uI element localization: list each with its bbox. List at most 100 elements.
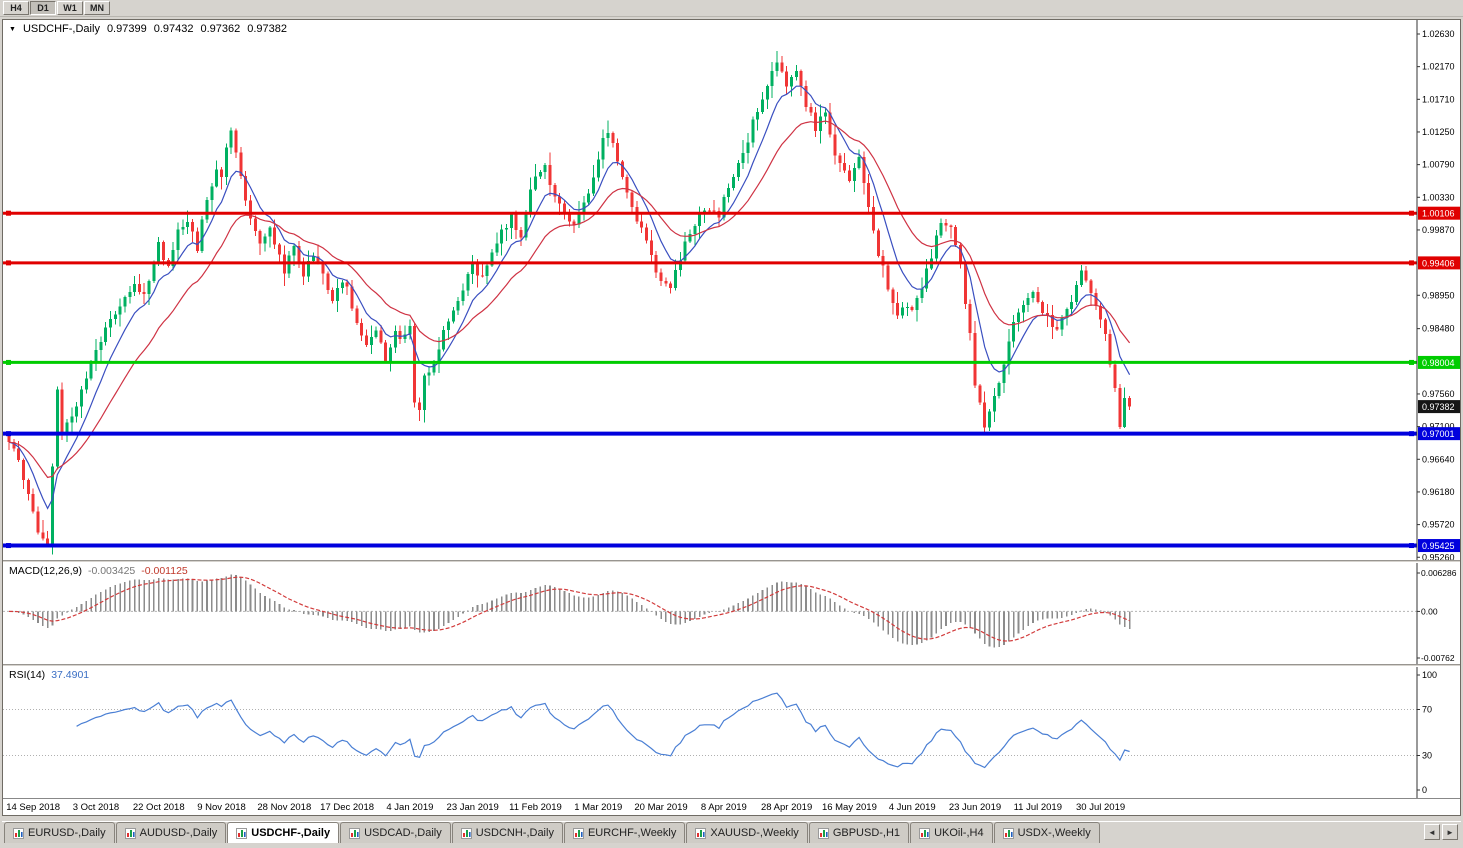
mini-chart-icon [460, 827, 472, 839]
svg-text:100: 100 [1422, 670, 1437, 680]
svg-text:4 Jan 2019: 4 Jan 2019 [386, 802, 433, 813]
svg-text:30 Jul 2019: 30 Jul 2019 [1076, 802, 1125, 813]
svg-text:0.006286: 0.006286 [1421, 568, 1457, 578]
svg-text:17 Dec 2018: 17 Dec 2018 [320, 802, 374, 813]
svg-text:11 Jul 2019: 11 Jul 2019 [1014, 802, 1062, 813]
svg-text:1.01710: 1.01710 [1422, 94, 1455, 104]
time-axis: 14 Sep 2018 3 Oct 2018 22 Oct 2018 9 Nov 20… [3, 798, 1460, 815]
chart-tab-usdcnh-daily[interactable]: USDCNH-,Daily [451, 822, 563, 843]
chart-tab-label: USDCHF-,Daily [251, 827, 331, 839]
timeframe-toolbar: H4 D1 W1 MN [0, 0, 1463, 17]
chart-tab-label: USDCAD-,Daily [364, 827, 442, 839]
chart-tab-label: GBPUSD-,H1 [832, 827, 901, 839]
candlesticks [7, 51, 1132, 555]
chart-window: 1.02630 1.02170 1.01710 1.01250 1.00790 1.003… [2, 19, 1461, 816]
chart-tab-usdx-weekly[interactable]: USDX-,Weekly [993, 822, 1100, 843]
svg-text:30: 30 [1422, 751, 1432, 761]
chart-tab-usdchf-daily[interactable]: USDCHF-,Daily [227, 822, 340, 843]
panel-divider[interactable] [3, 560, 1460, 563]
timeframe-button-w1[interactable]: W1 [57, 1, 83, 15]
tab-scroll-controls: ◄ ► [1424, 824, 1461, 843]
rsi-name: RSI(14) [9, 669, 46, 681]
rsi-label: RSI(14) 37.4901 [9, 669, 89, 681]
chart-tab-ukoil-h4[interactable]: UKOil-,H4 [910, 822, 993, 843]
svg-text:0.97560: 0.97560 [1422, 389, 1455, 399]
chart-tab-xauusd-weekly[interactable]: XAUUSD-,Weekly [686, 822, 808, 843]
chart-title: ▼ USDCHF-,Daily 0.97399 0.97432 0.97362 … [9, 23, 287, 35]
svg-text:-0.00762: -0.00762 [1421, 653, 1455, 663]
mini-chart-icon [695, 827, 707, 839]
svg-text:1.02630: 1.02630 [1422, 29, 1455, 39]
svg-text:0.97100: 0.97100 [1422, 422, 1455, 432]
svg-text:1 Mar 2019: 1 Mar 2019 [574, 802, 622, 813]
chart-tab-eurchf-weekly[interactable]: EURCHF-,Weekly [563, 822, 686, 843]
svg-text:14 Sep 2018: 14 Sep 2018 [6, 802, 60, 813]
svg-text:28 Apr 2019: 28 Apr 2019 [761, 802, 812, 813]
chart-symbol-label: USDCHF-,Daily [22, 23, 100, 35]
macd-histogram [13, 574, 1131, 648]
svg-text:8 Apr 2019: 8 Apr 2019 [701, 802, 747, 813]
chart-tab-audusd-daily[interactable]: AUDUSD-,Daily [115, 822, 227, 843]
svg-text:9 Nov 2018: 9 Nov 2018 [197, 802, 246, 813]
svg-text:3 Oct 2018: 3 Oct 2018 [73, 802, 119, 813]
quote-close: 0.97382 [247, 23, 287, 35]
macd-signal-value: -0.001125 [141, 565, 188, 577]
svg-text:0.98004: 0.98004 [1422, 358, 1455, 368]
svg-text:0.96180: 0.96180 [1422, 487, 1455, 497]
mini-chart-icon [236, 827, 248, 839]
price-chart-panel[interactable]: 1.02630 1.02170 1.01710 1.01250 1.00790 1.003… [3, 20, 1460, 560]
mini-chart-icon [124, 827, 136, 839]
svg-text:0.97382: 0.97382 [1422, 402, 1455, 412]
svg-text:1.00790: 1.00790 [1422, 160, 1455, 170]
svg-text:0.97001: 0.97001 [1422, 429, 1455, 439]
svg-text:16 May 2019: 16 May 2019 [822, 802, 877, 813]
quote-high: 0.97432 [153, 23, 194, 35]
chart-tabs: EURUSD-,Daily AUDUSD-,Daily USDCHF-,Daily U… [4, 822, 1101, 843]
svg-text:70: 70 [1422, 705, 1432, 715]
svg-text:0.96640: 0.96640 [1422, 454, 1455, 464]
macd-panel[interactable]: 0.006286 0.00 -0.00762 [3, 563, 1460, 664]
svg-text:0.95720: 0.95720 [1422, 520, 1455, 530]
chart-tab-gbpusd-h1[interactable]: GBPUSD-,H1 [808, 822, 910, 843]
symbol-marker-icon: ▼ [9, 25, 16, 33]
chart-tab-label: AUDUSD-,Daily [139, 827, 218, 839]
timeframe-button-mn[interactable]: MN [84, 1, 110, 15]
timeframe-button-h4[interactable]: H4 [3, 1, 29, 15]
quote-low: 0.97362 [200, 23, 241, 35]
tab-scroll-left-button[interactable]: ◄ [1424, 824, 1440, 840]
svg-text:0.99406: 0.99406 [1422, 258, 1455, 268]
svg-text:0.98480: 0.98480 [1422, 324, 1455, 334]
svg-text:0.98950: 0.98950 [1422, 290, 1455, 300]
svg-text:0.95425: 0.95425 [1422, 541, 1455, 551]
svg-text:11 Feb 2019: 11 Feb 2019 [509, 802, 562, 813]
svg-text:0.99870: 0.99870 [1422, 225, 1455, 235]
svg-text:20 Mar 2019: 20 Mar 2019 [634, 802, 687, 813]
macd-label: MACD(12,26,9) -0.003425 -0.001125 [9, 565, 188, 577]
svg-text:1.00106: 1.00106 [1422, 209, 1455, 219]
chart-tab-label: XAUUSD-,Weekly [710, 827, 799, 839]
chart-tab-bar: EURUSD-,Daily AUDUSD-,Daily USDCHF-,Daily U… [2, 821, 1461, 843]
mini-chart-icon [13, 827, 24, 839]
mini-chart-icon [817, 827, 829, 839]
svg-text:0.95260: 0.95260 [1422, 552, 1455, 560]
svg-text:22 Oct 2018: 22 Oct 2018 [133, 802, 185, 813]
macd-name: MACD(12,26,9) [9, 565, 82, 577]
chart-tab-usdcad-daily[interactable]: USDCAD-,Daily [340, 822, 451, 843]
svg-text:0.00: 0.00 [1421, 606, 1438, 616]
chart-tab-label: UKOil-,H4 [934, 827, 984, 839]
svg-text:0: 0 [1422, 785, 1427, 795]
svg-text:1.02170: 1.02170 [1422, 62, 1455, 72]
chart-tab-label: EURCHF-,Weekly [587, 827, 677, 839]
macd-main-value: -0.003425 [87, 565, 136, 577]
mini-chart-icon [1002, 827, 1014, 839]
svg-text:1.01250: 1.01250 [1422, 127, 1455, 137]
mini-chart-icon [349, 827, 361, 839]
timeframe-button-d1[interactable]: D1 [30, 1, 56, 15]
rsi-panel[interactable]: 100 70 30 0 [3, 667, 1460, 798]
panel-divider[interactable] [3, 664, 1460, 667]
chart-tab-label: USDCNH-,Daily [475, 827, 554, 839]
tab-scroll-right-button[interactable]: ► [1442, 824, 1458, 840]
svg-text:28 Nov 2018: 28 Nov 2018 [257, 802, 311, 813]
mini-chart-icon [919, 827, 931, 839]
chart-tab-eurusd-daily[interactable]: EURUSD-,Daily [4, 822, 115, 843]
